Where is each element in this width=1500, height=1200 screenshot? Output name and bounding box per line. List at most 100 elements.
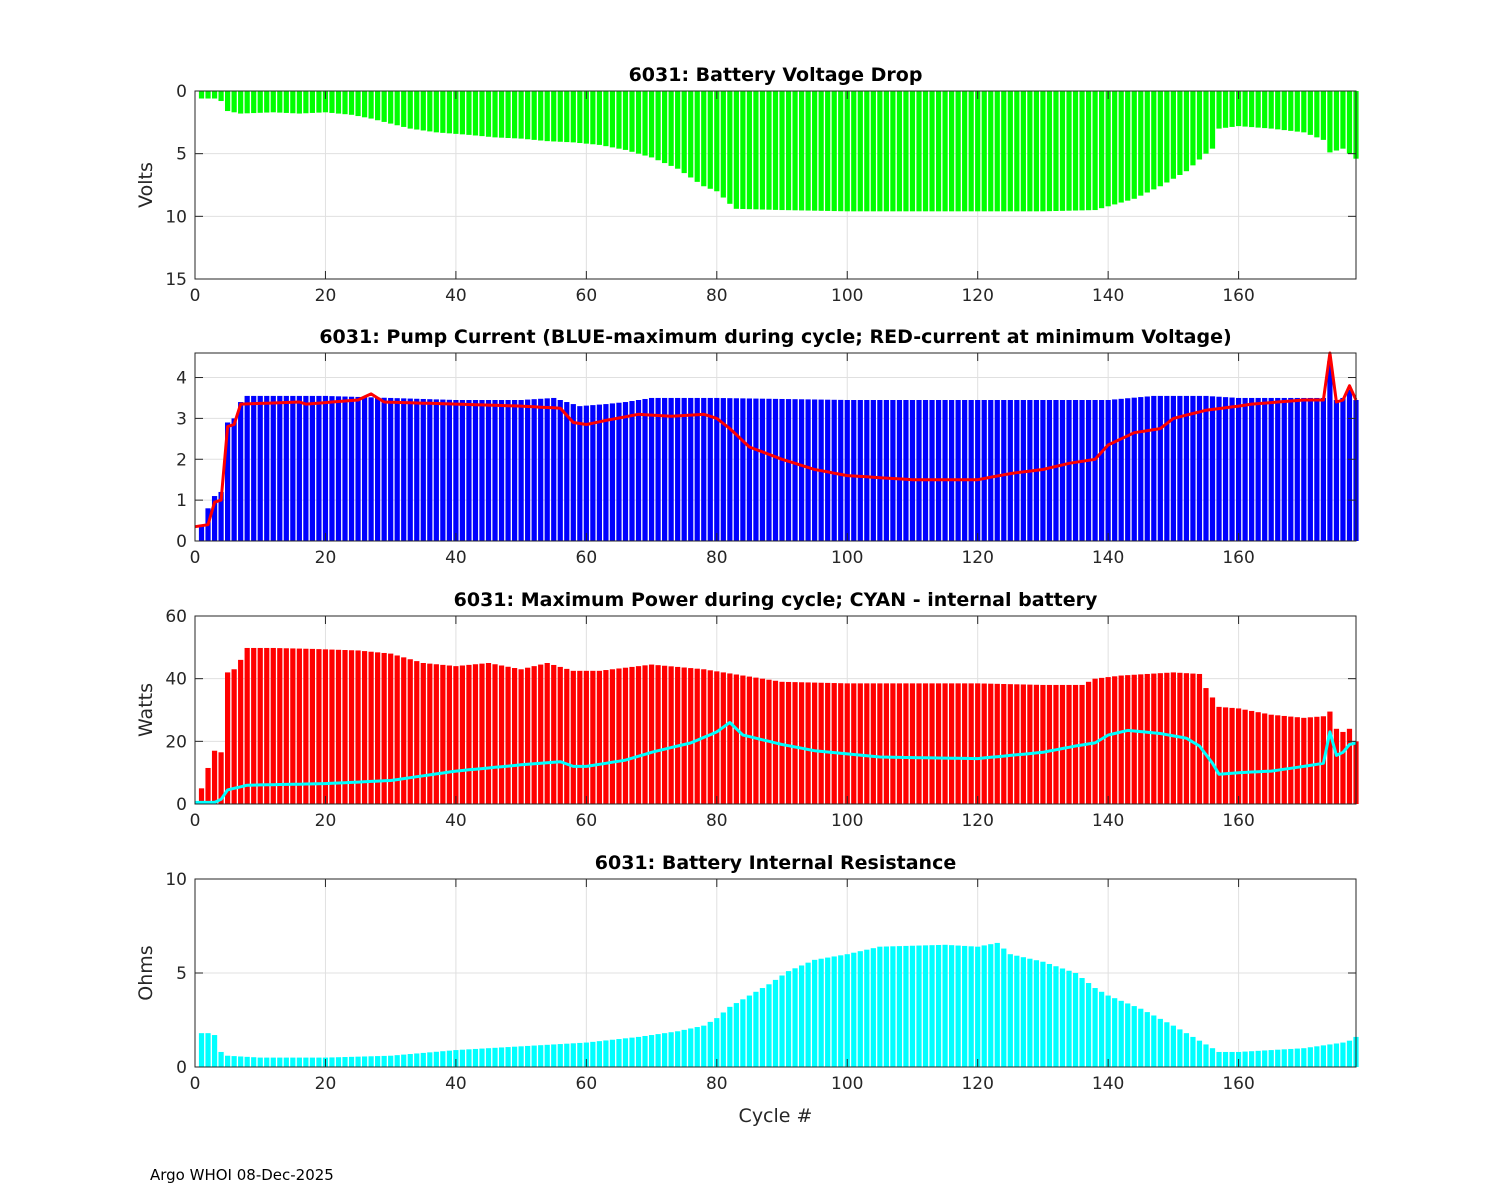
voltage-bar <box>414 91 420 130</box>
pump-bar <box>388 397 394 541</box>
voltage-bar <box>394 91 400 126</box>
pump-bar <box>870 400 876 541</box>
voltage-bar <box>942 91 948 212</box>
power-bar <box>492 664 498 804</box>
pump-bar <box>355 396 361 541</box>
voltage-bar <box>1125 91 1131 201</box>
pump-bar <box>1333 400 1340 541</box>
voltage-bar <box>427 91 433 132</box>
power-bar <box>551 664 557 804</box>
power-bar <box>1040 684 1046 804</box>
power-bar <box>1014 684 1020 804</box>
voltage-bar <box>1033 91 1040 212</box>
resistance-bar <box>1112 998 1118 1067</box>
resistance-bar <box>251 1057 257 1067</box>
voltage-bar <box>1079 91 1085 211</box>
pump-bar <box>1085 400 1092 541</box>
resistance-bar <box>283 1057 289 1067</box>
resistance-bar <box>394 1055 400 1067</box>
pump-bar <box>1301 397 1307 541</box>
voltage-bar <box>1170 91 1176 179</box>
resistance-bar <box>309 1057 316 1067</box>
pump-bar <box>962 400 968 541</box>
resistance-bar <box>1138 1008 1144 1067</box>
resistance-bar <box>1196 1040 1203 1067</box>
voltage-bar <box>694 91 700 182</box>
pump-bar <box>492 400 498 541</box>
resistance-bar <box>551 1044 557 1067</box>
power-bar <box>616 668 622 804</box>
pump-bar <box>916 400 922 541</box>
voltage-bar <box>981 91 987 212</box>
resistance-bar <box>577 1042 583 1067</box>
resistance-bar <box>890 946 896 1067</box>
resistance-bar <box>1183 1033 1190 1067</box>
power-bar <box>466 664 472 804</box>
resistance-bar <box>831 956 837 1067</box>
voltage-bar <box>420 91 426 131</box>
resistance-bar <box>440 1051 446 1067</box>
power-bar <box>498 665 505 804</box>
power-bar <box>746 676 753 804</box>
voltage-bar <box>759 91 766 210</box>
resistance-bar <box>525 1045 531 1067</box>
voltage-bar <box>688 91 694 178</box>
pump-bar <box>1105 400 1111 541</box>
voltage-bar <box>838 91 844 212</box>
power-bar <box>1105 677 1111 804</box>
pump-bar <box>290 395 296 541</box>
resistance-bar <box>694 1027 700 1067</box>
resistance-bar <box>883 946 889 1067</box>
resistance-tick-label-y: 5 <box>176 964 187 984</box>
voltage-title: 6031: Battery Voltage Drop <box>629 64 923 86</box>
power-bar <box>414 661 420 804</box>
resistance-bar <box>779 975 785 1067</box>
power-tick-label-y: 0 <box>176 795 187 815</box>
power-bar <box>890 683 896 804</box>
power-bar <box>225 672 231 804</box>
voltage-bar <box>1138 91 1144 196</box>
voltage-bar <box>1222 91 1229 128</box>
voltage-bar <box>316 91 322 113</box>
voltage-tick-label-x: 100 <box>831 286 863 306</box>
power-bar <box>609 669 616 804</box>
pump-bar <box>844 400 850 541</box>
power-bar <box>1046 684 1053 804</box>
resistance-bar <box>981 945 987 1067</box>
pump-bar <box>1275 397 1281 541</box>
power-bar <box>505 666 511 804</box>
power-bar <box>942 683 948 804</box>
pump-bar <box>1138 397 1144 541</box>
resistance-bar <box>1249 1051 1255 1067</box>
pump-bar <box>1314 397 1320 541</box>
power-bar <box>733 674 739 804</box>
power-bar <box>544 663 550 804</box>
power-bar <box>420 663 426 804</box>
pump-bar <box>772 398 779 541</box>
voltage-tick-label-x: 20 <box>315 286 337 306</box>
resistance-bar <box>1190 1036 1196 1067</box>
voltage-bar <box>361 91 368 118</box>
resistance-bar <box>727 1006 733 1067</box>
power-bar <box>590 670 596 804</box>
voltage-bar <box>296 91 302 114</box>
voltage-bar <box>551 91 557 142</box>
power-tick-label-x: 20 <box>315 811 337 831</box>
power-bar <box>1020 684 1026 804</box>
pump-bar <box>968 400 974 541</box>
resistance-bar <box>264 1057 270 1067</box>
voltage-bar <box>1040 91 1046 212</box>
pump-bar <box>570 404 576 541</box>
power-bar <box>1033 684 1040 804</box>
voltage-bar <box>1144 91 1150 193</box>
power-bar <box>1151 673 1157 804</box>
pump-bar <box>753 398 759 541</box>
pump-bar <box>257 395 263 541</box>
power-bar <box>459 665 466 804</box>
voltage-bar <box>1288 91 1294 131</box>
power-bar <box>1222 707 1229 804</box>
pump-bar <box>903 400 909 541</box>
power-bar <box>1307 717 1313 804</box>
voltage-bar <box>290 91 296 114</box>
resistance-bar <box>211 1035 218 1067</box>
